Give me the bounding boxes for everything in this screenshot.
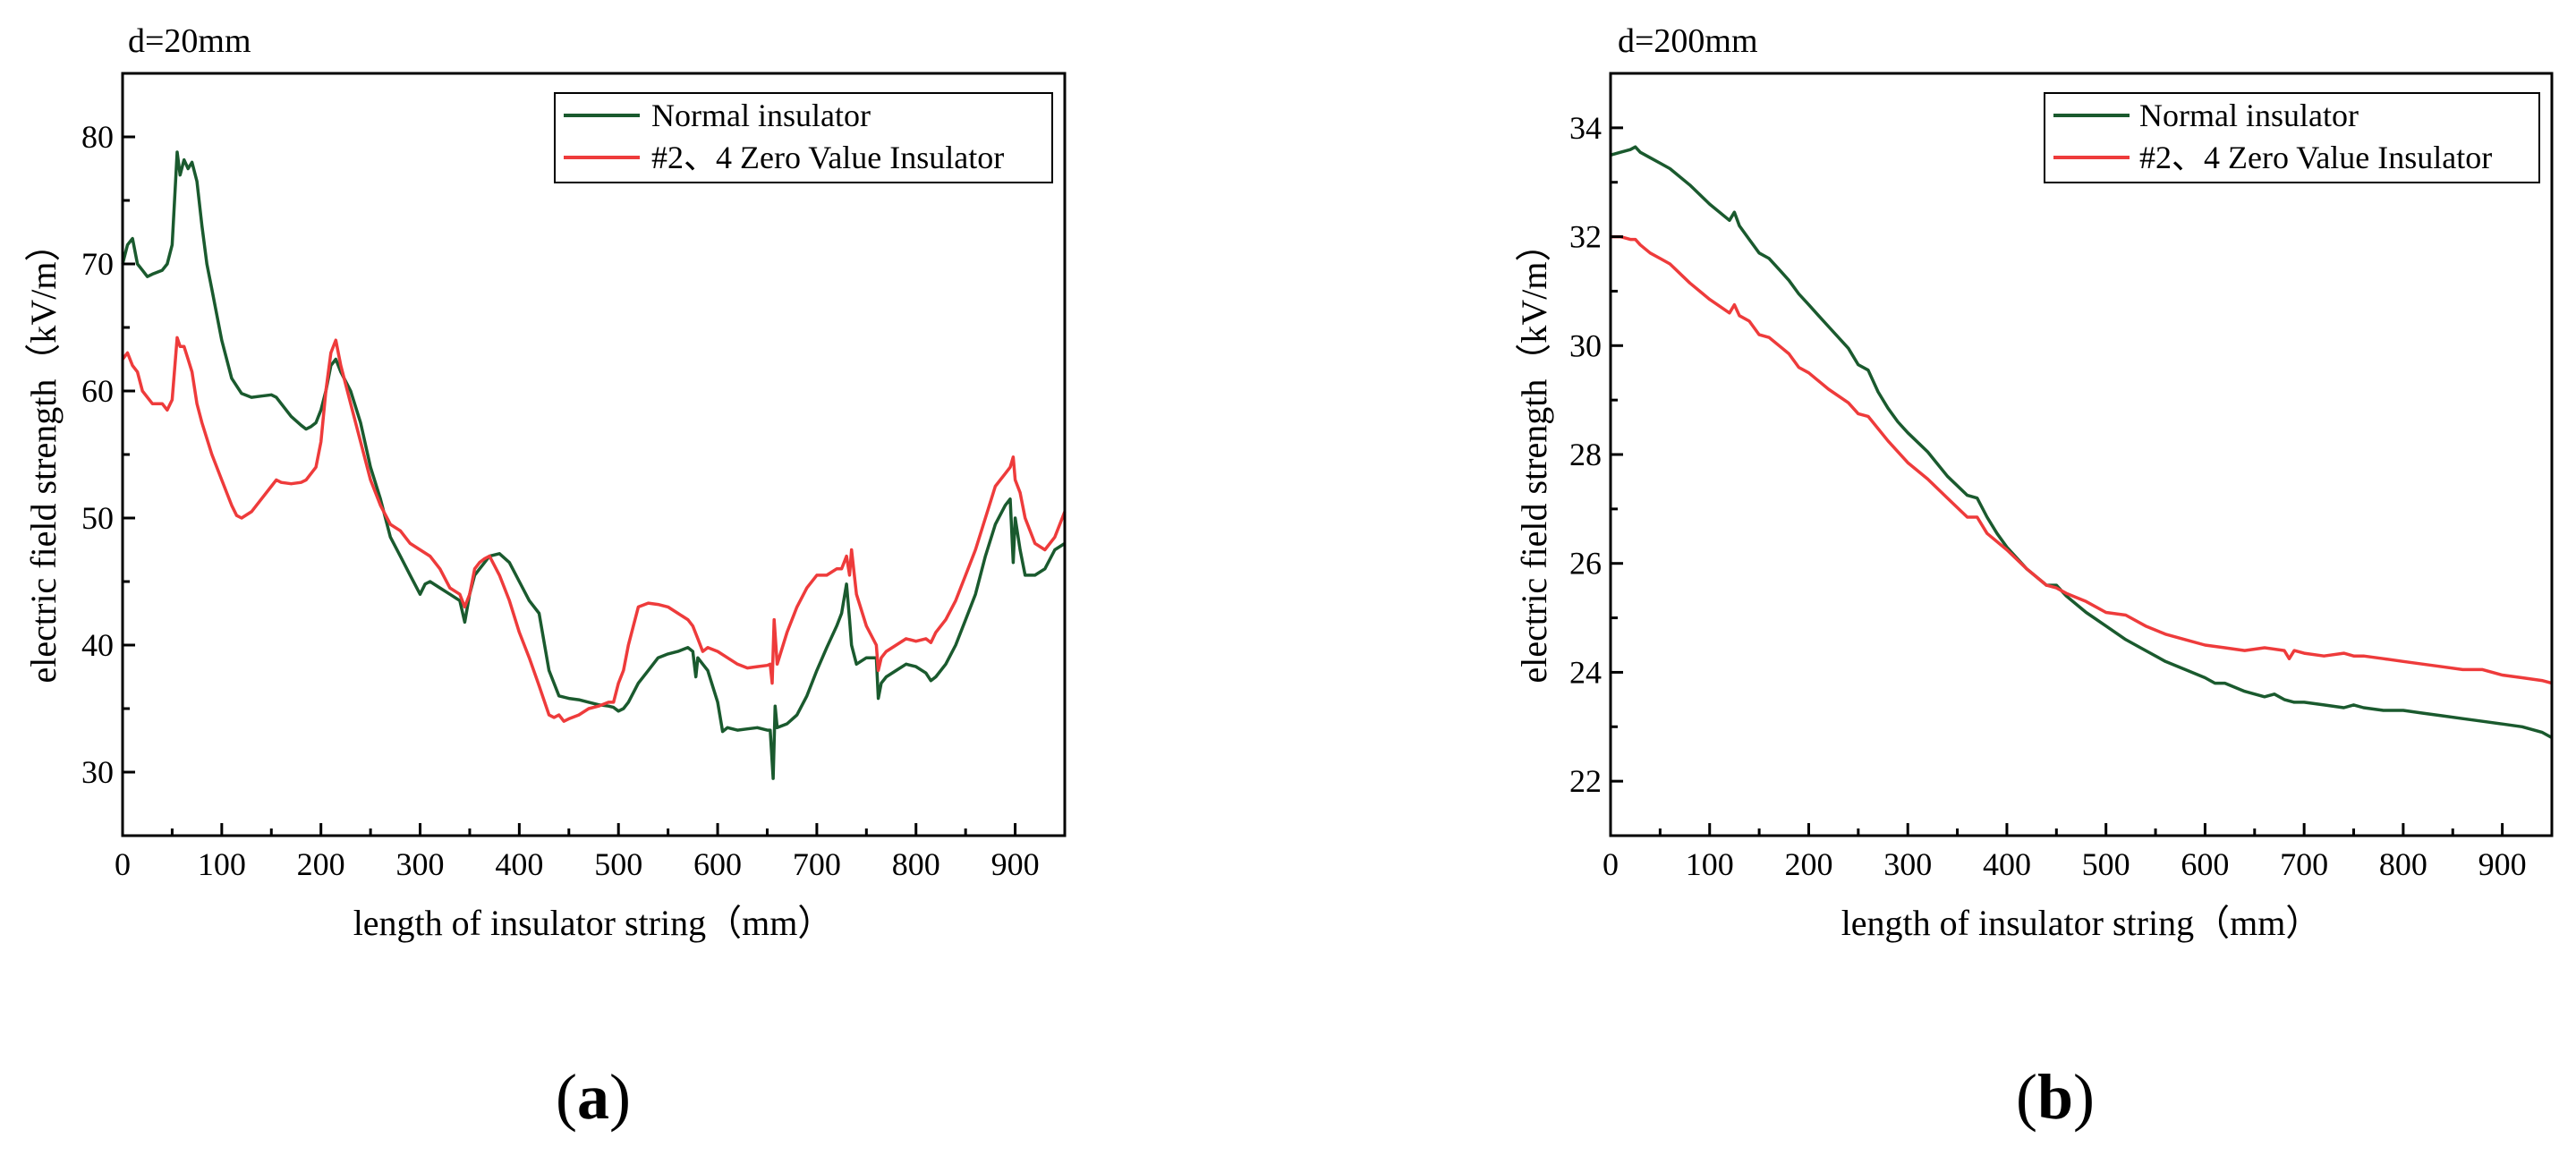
chart-b-y-axis-label: electric field strength（kV/m） (1514, 226, 1554, 684)
chart-a-legend: Normal insulator #2、4 Zero Value Insulat… (554, 92, 1053, 183)
chart-a-panel-letter: a (577, 1061, 609, 1133)
y-tick-label: 50 (81, 500, 114, 536)
x-tick-label: 0 (115, 846, 131, 882)
x-tick-label: 500 (594, 846, 642, 882)
chart-a-plot-frame (121, 72, 1067, 837)
y-tick-label: 26 (1569, 546, 1602, 582)
chart-b-series-layer (1610, 145, 2553, 740)
chart-a-ticks: 0 100 200 300 400 500 600 700 800 900 30 40 50 60 70 80 (81, 72, 1067, 882)
chart-b-legend-label-zero: #2、4 Zero Value Insulator (2139, 140, 2492, 175)
x-tick-label: 100 (198, 846, 246, 882)
chart-b-title: d=200mm (1618, 22, 1758, 60)
series-line-normal (121, 150, 1066, 780)
chart-a-title: d=20mm (128, 22, 251, 60)
y-tick-label: 70 (81, 246, 114, 282)
y-tick-label: 60 (81, 373, 114, 409)
series-line-normal (1610, 145, 2553, 740)
x-tick-label: 900 (2478, 846, 2527, 882)
x-tick-label: 600 (693, 846, 742, 882)
chart-b-ticks: 0 100 200 300 400 500 600 700 800 900 22 24 26 28 30 32… (1569, 72, 2554, 882)
y-tick-label: 24 (1569, 654, 1602, 690)
y-tick-label: 40 (81, 627, 114, 663)
chart-b-legend-box (2044, 92, 2540, 183)
chart-a-legend-label-normal: Normal insulator (651, 98, 871, 133)
chart-b-panel-open: ( (2016, 1061, 2037, 1133)
series-line-zero (121, 336, 1067, 723)
chart-a-panel-label: (a) (556, 1061, 631, 1133)
chart-b-legend: Normal insulator #2、4 Zero Value Insulat… (2044, 92, 2540, 183)
x-tick-label: 200 (1784, 846, 1832, 882)
chart-b-x-axis-label: length of insulator string（mm） (1841, 903, 2322, 943)
y-tick-label: 32 (1569, 219, 1602, 255)
chart-b-panel-label: (b) (2016, 1061, 2095, 1133)
x-tick-label: 300 (1883, 846, 1932, 882)
x-tick-label: 100 (1686, 846, 1734, 882)
chart-a-y-axis-label: electric field strength（kV/m） (23, 226, 64, 684)
x-tick-label: 700 (793, 846, 841, 882)
x-tick-label: 800 (2379, 846, 2427, 882)
chart-b-panel-letter: b (2037, 1061, 2073, 1133)
x-tick-label: 900 (991, 846, 1040, 882)
chart-a: d=20mm 0 100 200 300 400 500 600 700 800 900 30 40 5… (23, 22, 1067, 1133)
chart-b-plot-frame (1609, 72, 2554, 837)
chart-a-legend-box (554, 92, 1053, 183)
x-tick-label: 400 (1983, 846, 2031, 882)
chart-b: d=200mm 0 100 200 300 400 500 600 700 800 900 22 24… (1514, 22, 2554, 1133)
x-tick-label: 800 (892, 846, 940, 882)
x-tick-label: 200 (297, 846, 345, 882)
chart-a-series-layer (121, 150, 1067, 780)
x-tick-label: 600 (2181, 846, 2229, 882)
series-line-zero (1611, 234, 2553, 685)
chart-a-panel-open: ( (556, 1061, 577, 1133)
x-tick-label: 500 (2082, 846, 2130, 882)
x-tick-label: 0 (1603, 846, 1619, 882)
chart-a-legend-label-zero: #2、4 Zero Value Insulator (651, 140, 1004, 175)
y-tick-label: 34 (1569, 110, 1602, 146)
x-tick-label: 700 (2280, 846, 2328, 882)
y-tick-label: 30 (81, 754, 114, 790)
y-tick-label: 22 (1569, 763, 1602, 799)
y-tick-label: 30 (1569, 327, 1602, 363)
chart-b-legend-label-normal: Normal insulator (2139, 98, 2359, 133)
chart-a-panel-close: ) (609, 1061, 631, 1133)
chart-a-x-axis-label: length of insulator string（mm） (353, 903, 834, 943)
chart-b-panel-close: ) (2073, 1061, 2095, 1133)
x-tick-label: 300 (396, 846, 445, 882)
y-tick-label: 80 (81, 119, 114, 155)
y-tick-label: 28 (1569, 437, 1602, 472)
x-tick-label: 400 (495, 846, 543, 882)
